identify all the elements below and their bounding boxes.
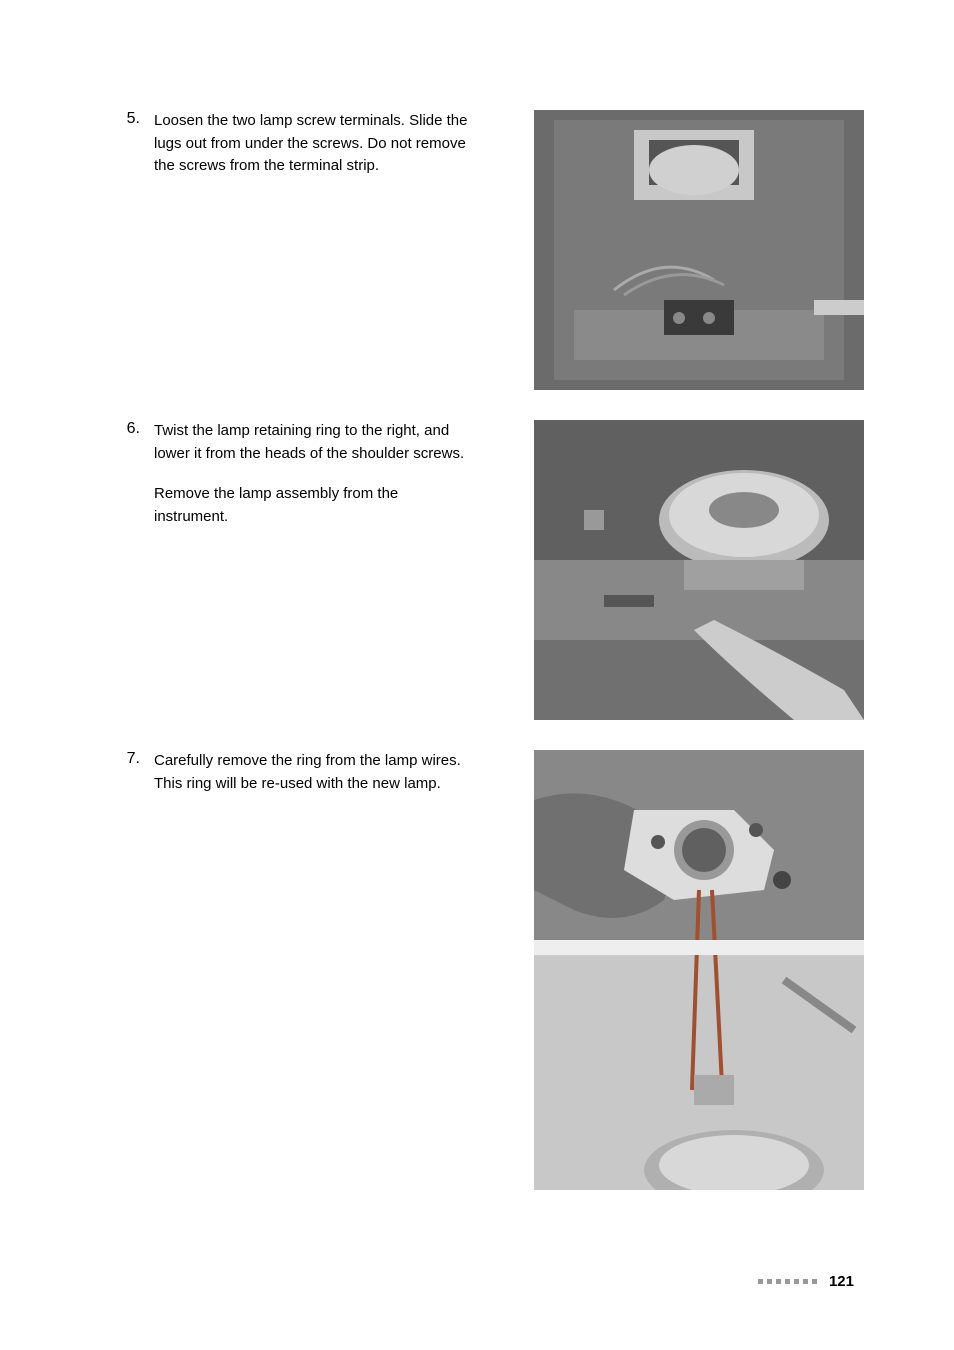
footer-dot [758,1279,763,1284]
footer-dot [767,1279,772,1284]
step-text-block: 5. Loosen the two lamp screw terminals. … [120,110,470,196]
ring-removal-photo [534,750,864,1190]
instruction-step: 7. Carefully remove the ring from the la… [120,750,864,1190]
lamp-retaining-ring-photo [534,420,864,720]
step-text-block: 6. Twist the lamp retaining ring to the … [120,420,470,546]
page-content: 5. Loosen the two lamp screw terminals. … [0,0,954,1280]
instruction-step: 6. Twist the lamp retaining ring to the … [120,420,864,720]
step-number: 5. [120,110,140,128]
instruction-step: 5. Loosen the two lamp screw terminals. … [120,110,864,390]
step-paragraph: Carefully remove the ring from the lamp … [154,750,470,795]
step-image-block [500,750,864,1190]
step-paragraph: Twist the lamp retaining ring to the rig… [154,420,470,465]
page-number: 121 [829,1273,854,1290]
step-content: Carefully remove the ring from the lamp … [154,750,470,813]
footer-dot [785,1279,790,1284]
step-image-block [500,420,864,720]
footer-dots [758,1279,817,1284]
step-number: 6. [120,420,140,438]
step-content: Loosen the two lamp screw terminals. Sli… [154,110,470,196]
step-paragraph: Remove the lamp assembly from the instru… [154,483,470,528]
step-number: 7. [120,750,140,768]
step-image-block [500,110,864,390]
footer-dot [776,1279,781,1284]
step-text-block: 7. Carefully remove the ring from the la… [120,750,470,813]
footer-dot [812,1279,817,1284]
footer-dot [794,1279,799,1284]
lamp-terminals-photo [534,110,864,390]
page-footer: 121 [758,1273,854,1290]
footer-dot [803,1279,808,1284]
step-paragraph: Loosen the two lamp screw terminals. Sli… [154,110,470,178]
step-content: Twist the lamp retaining ring to the rig… [154,420,470,546]
